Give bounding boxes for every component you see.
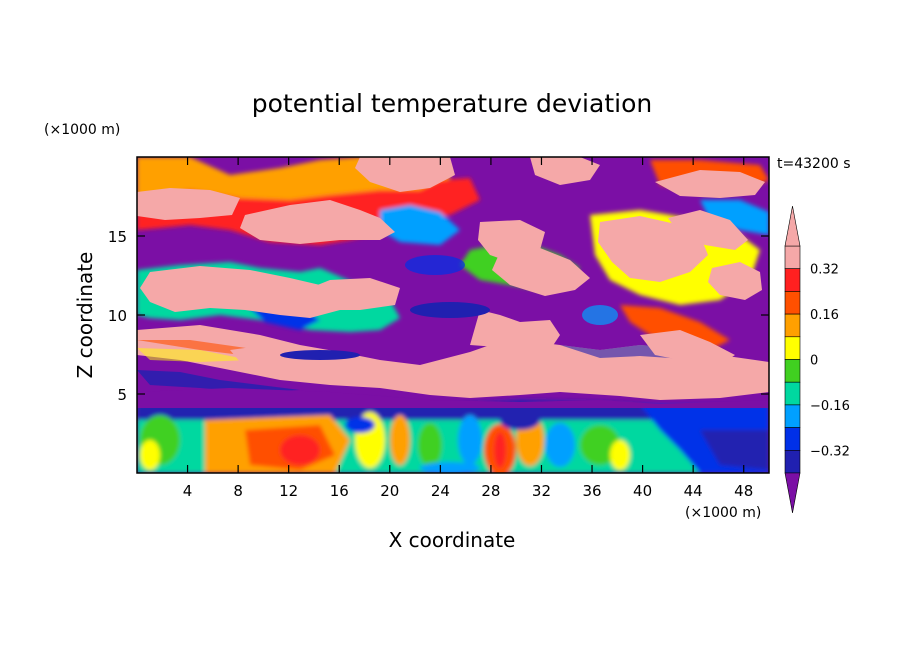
colorbar-segment [784,245,801,270]
x-tick-label: 36 [582,482,601,500]
x-tick-label: 28 [481,482,500,500]
x-unit-label: (×1000 m) [685,505,761,521]
x-tick-label: 4 [183,482,193,500]
x-tick-label: 12 [279,482,298,500]
time-label: t=43200 s [777,156,851,172]
field-plot [137,157,769,473]
colorbar-segment [784,291,801,315]
colorbar-segment [784,404,801,428]
boundary-layer-field [137,396,769,473]
colorbar-extend-high [784,205,801,247]
colorbar-tick-label: 0 [810,354,818,369]
colorbar-tick-label: 0.32 [810,263,839,278]
warm-anomalies [137,157,765,365]
colorbar-segment [784,336,801,360]
x-axis: 4 8 12 16 20 24 28 32 36 40 44 48 [183,157,753,500]
x-tick-label: 8 [233,482,243,500]
colorbar-segment [784,427,801,451]
colorbar-tick-label: 0.16 [810,308,839,323]
x-tick-label: 40 [633,482,652,500]
y-tick-label: 5 [117,386,127,404]
colorbar-segment [784,268,801,292]
colorbar-segment [784,449,801,474]
x-tick-label: 48 [734,482,753,500]
colorbar-tick-label: −0.32 [810,444,850,459]
y-unit-label: (×1000 m) [44,122,120,138]
y-tick-label: 15 [108,228,127,246]
y-axis-label: Z coordinate [73,252,97,379]
chart-title: potential temperature deviation [252,89,652,118]
y-tick-label: 10 [108,307,127,325]
x-tick-label: 24 [431,482,450,500]
cool-patches [280,255,618,360]
x-tick-label: 44 [684,482,703,500]
x-tick-label: 16 [330,482,349,500]
x-axis-label: X coordinate [389,528,516,552]
colorbar-tick-label: −0.16 [810,399,850,414]
colorbar-extend-low [784,472,801,514]
colorbar-segment [784,313,801,338]
x-tick-label: 32 [532,482,551,500]
y-axis: 5 10 15 [108,228,769,404]
colorbar-segment [784,381,801,406]
x-tick-label: 20 [380,482,399,500]
colorbar: −0.32 −0.16 0 0.16 0.32 [784,205,850,514]
colorbar-segment [784,359,801,383]
